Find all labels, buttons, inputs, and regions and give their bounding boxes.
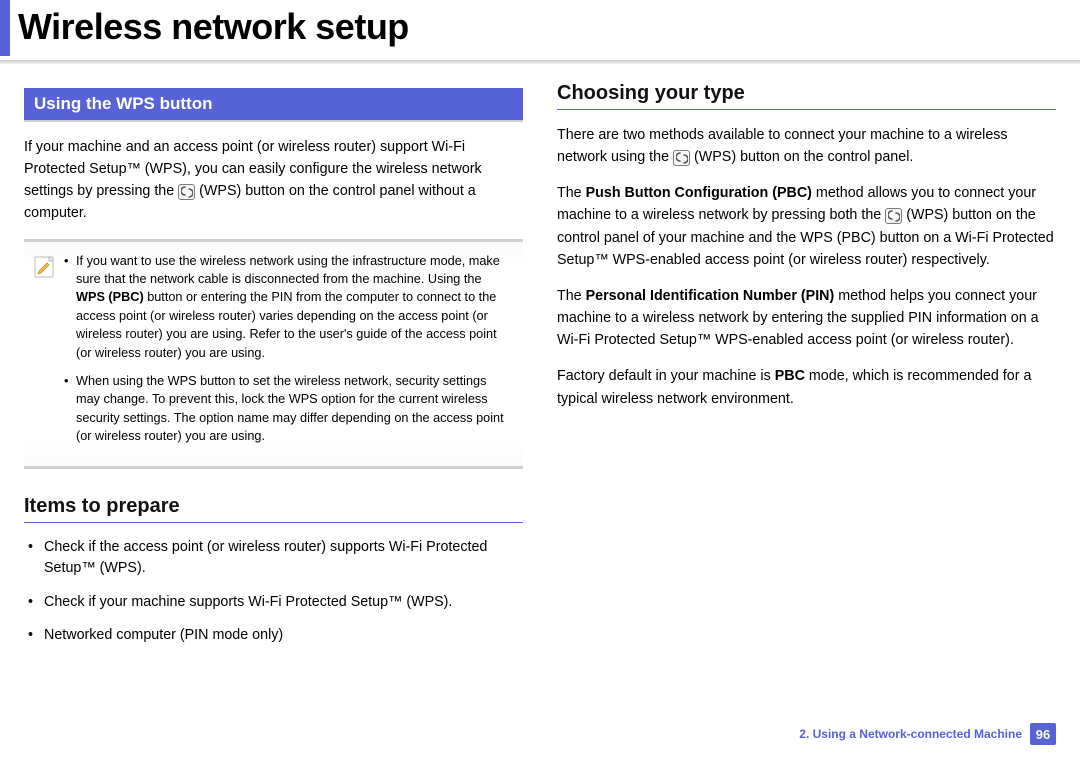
- r-p4-a: Factory default in your machine is: [557, 368, 775, 384]
- wps-icon: [673, 150, 690, 166]
- page-number: 96: [1030, 723, 1056, 745]
- title-accent-bar: [0, 0, 10, 56]
- right-column: Choosing your type There are two methods…: [557, 82, 1056, 658]
- note-icon-wrap: [34, 252, 56, 456]
- section-heading-wps: Using the WPS button: [24, 88, 523, 122]
- footer-chapter: 2. Using a Network-connected Machine: [799, 727, 1022, 741]
- wps-icon: [885, 208, 902, 224]
- list-item: Check if the access point (or wireless r…: [28, 537, 523, 580]
- page-title: Wireless network setup: [10, 0, 409, 56]
- note-item-2: When using the WPS button to set the wir…: [64, 372, 513, 446]
- note-item-1: If you want to use the wireless network …: [64, 252, 513, 362]
- note-box: If you want to use the wireless network …: [24, 239, 523, 469]
- list-item: Networked computer (PIN mode only): [28, 625, 523, 646]
- right-p4: Factory default in your machine is PBC m…: [557, 365, 1056, 409]
- content-columns: Using the WPS button If your machine and…: [0, 64, 1080, 658]
- note1-bold: WPS (PBC): [76, 290, 144, 304]
- right-p3: The Personal Identification Number (PIN)…: [557, 285, 1056, 351]
- footer: 2. Using a Network-connected Machine 96: [799, 723, 1056, 745]
- subhead-items: Items to prepare: [24, 495, 523, 523]
- list-item: Check if your machine supports Wi-Fi Pro…: [28, 592, 523, 613]
- r-p2-a: The: [557, 185, 586, 201]
- left-column: Using the WPS button If your machine and…: [24, 82, 523, 658]
- right-p1: There are two methods available to conne…: [557, 124, 1056, 168]
- title-row: Wireless network setup: [0, 0, 1080, 56]
- note-list: If you want to use the wireless network …: [64, 252, 513, 456]
- subhead-choosing: Choosing your type: [557, 82, 1056, 110]
- r-p1-b: (WPS) button on the control panel.: [694, 149, 913, 165]
- wps-icon: [178, 184, 195, 200]
- intro-paragraph: If your machine and an access point (or …: [24, 136, 523, 225]
- note-icon: [34, 254, 56, 278]
- items-list: Check if the access point (or wireless r…: [24, 537, 523, 647]
- note1-a: If you want to use the wireless network …: [76, 254, 500, 286]
- right-p2: The Push Button Configuration (PBC) meth…: [557, 182, 1056, 271]
- r-p4-bold: PBC: [775, 368, 805, 384]
- r-p2-bold: Push Button Configuration (PBC): [586, 185, 812, 201]
- r-p3-bold: Personal Identification Number (PIN): [586, 288, 835, 304]
- r-p3-a: The: [557, 288, 586, 304]
